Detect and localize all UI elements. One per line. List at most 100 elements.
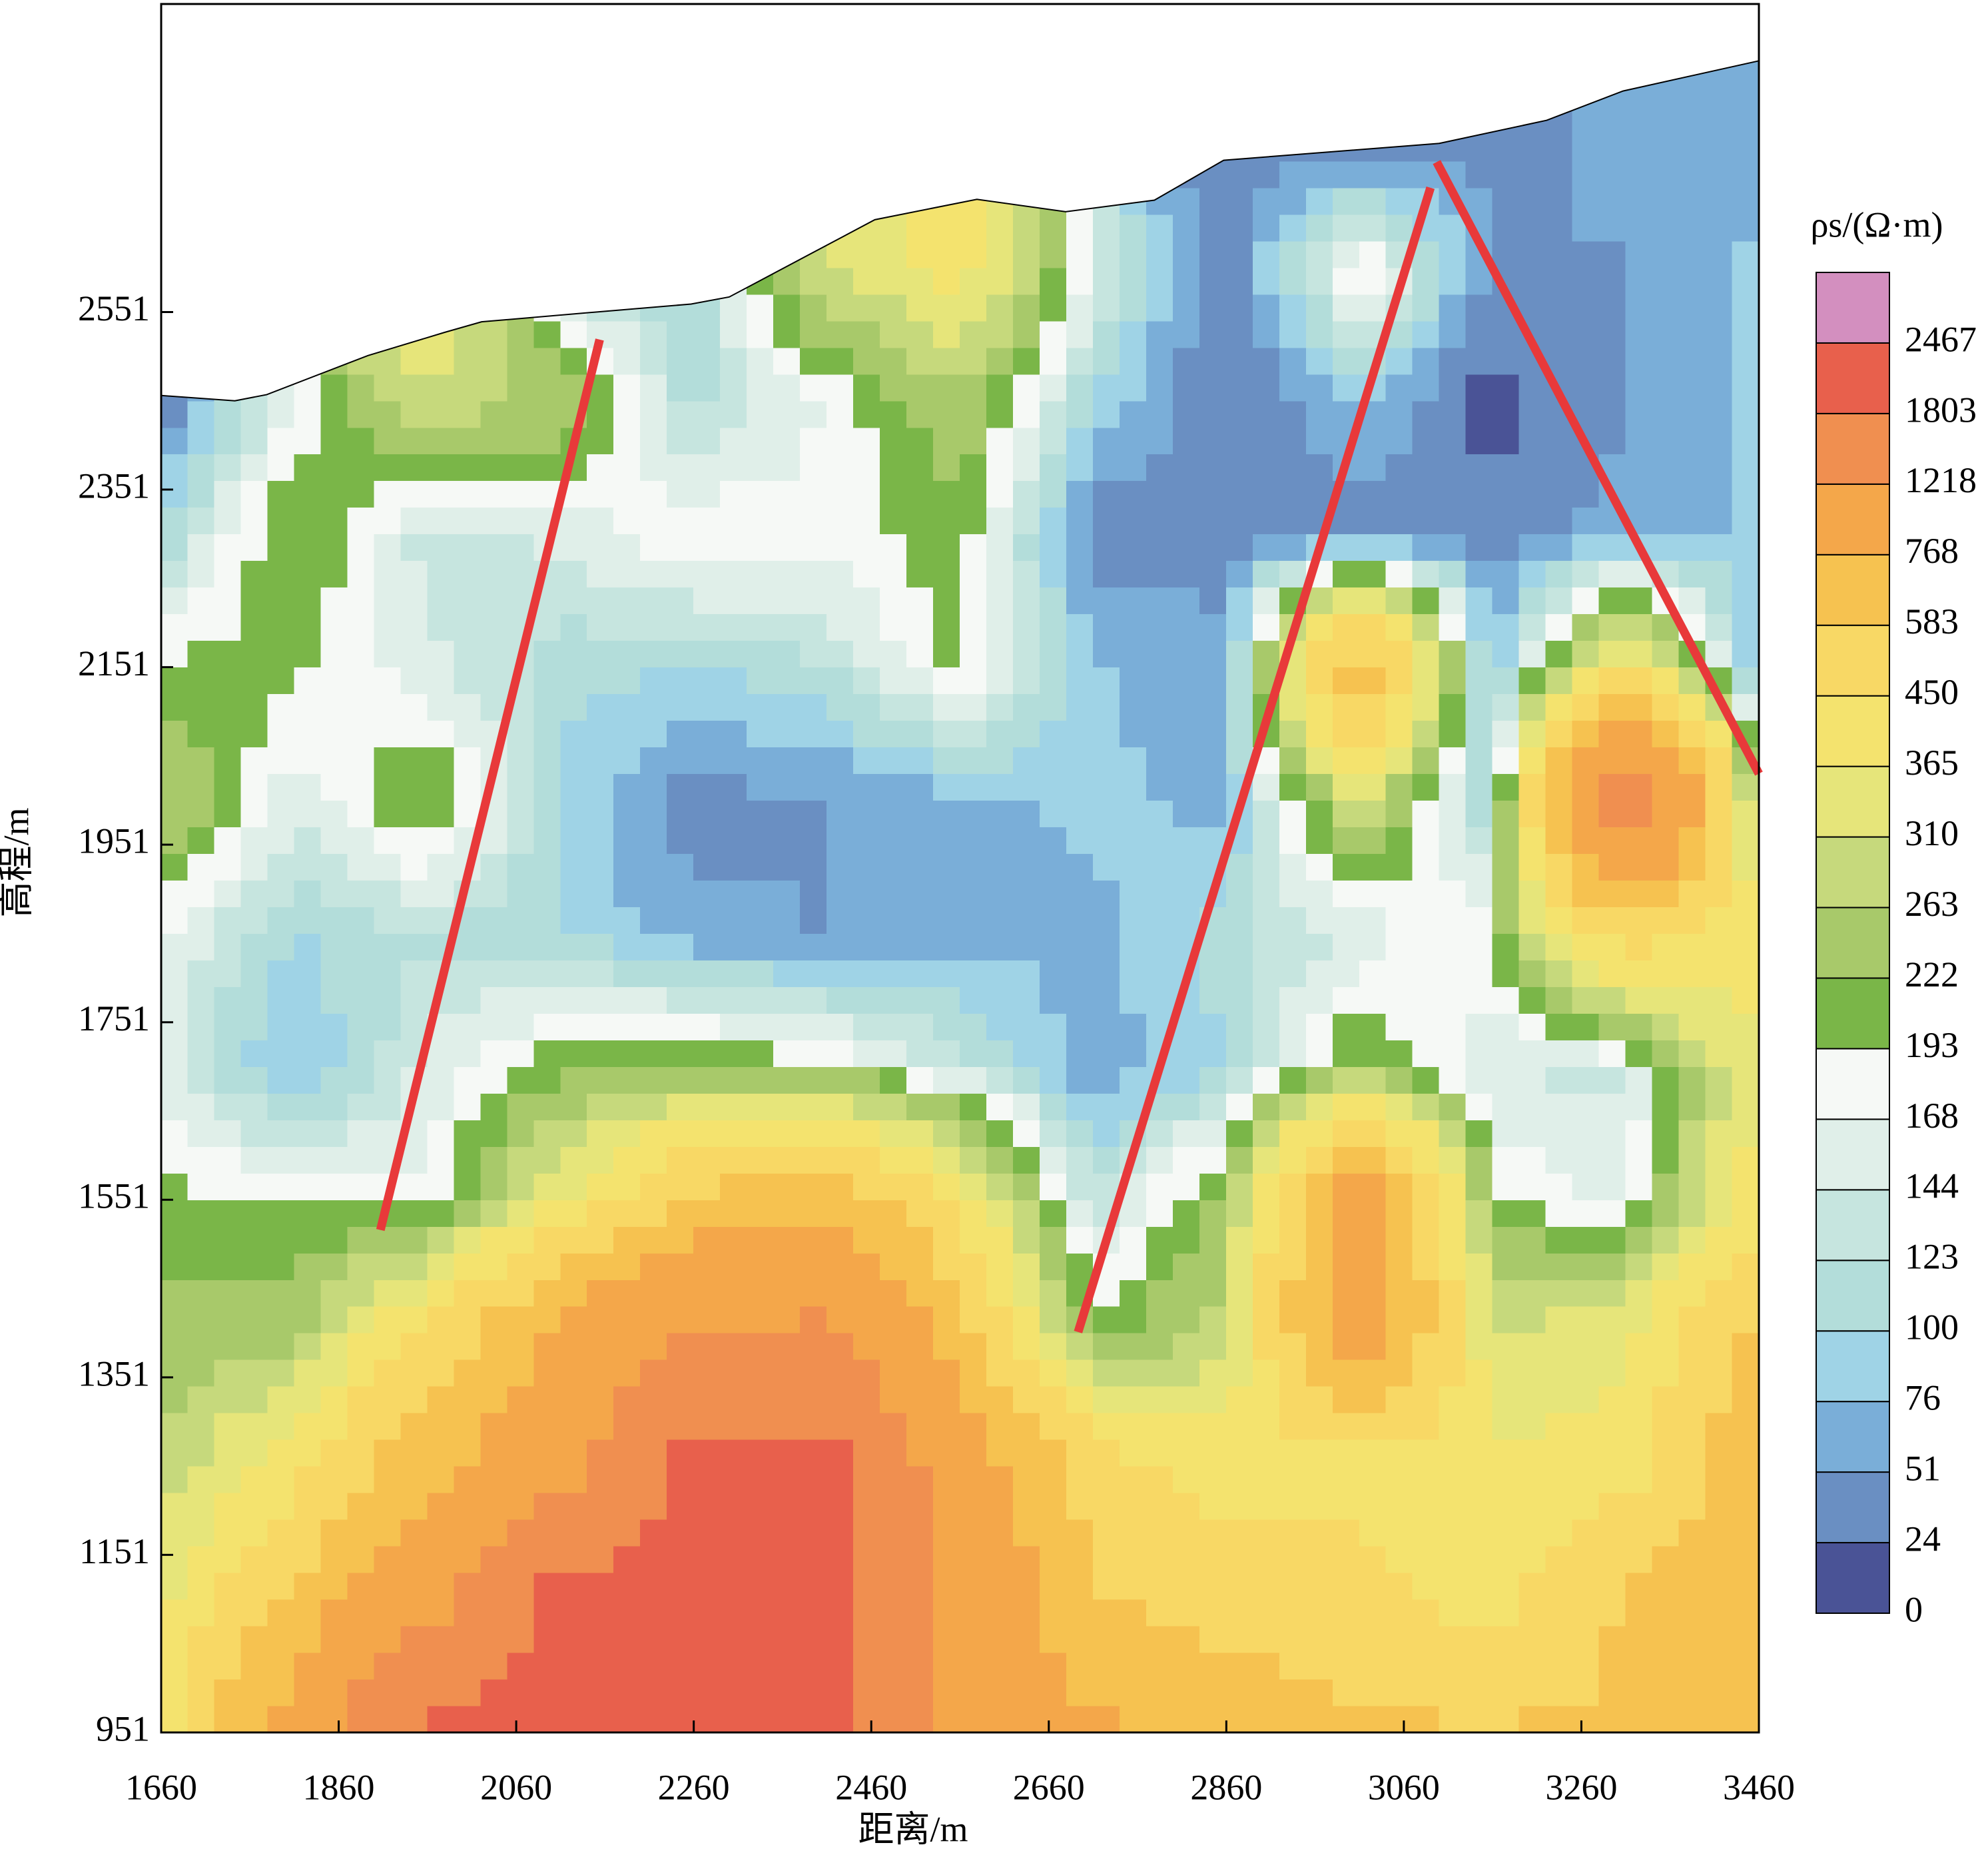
contour-cell <box>1518 747 1546 775</box>
contour-cell <box>320 294 348 322</box>
contour-cell <box>827 454 854 482</box>
contour-cell <box>1732 1625 1759 1653</box>
contour-cell <box>1092 1385 1120 1413</box>
contour-cell <box>1332 879 1360 907</box>
contour-cell <box>1625 134 1653 162</box>
contour-cell <box>320 853 348 881</box>
contour-cell <box>347 667 375 695</box>
contour-cell <box>427 800 455 828</box>
contour-cell <box>161 1039 188 1067</box>
contour-cell <box>454 1039 482 1067</box>
colorbar-band <box>1816 1330 1890 1403</box>
contour-cell <box>1332 1439 1360 1467</box>
contour-cell <box>1732 1678 1759 1706</box>
contour-cell <box>187 1252 215 1280</box>
contour-cell <box>1146 400 1173 428</box>
contour-cell <box>507 560 535 588</box>
contour-cell <box>427 640 455 668</box>
contour-cell <box>1439 959 1467 987</box>
contour-cell <box>320 1652 348 1680</box>
contour-cell <box>294 1439 322 1467</box>
contour-cell <box>161 587 188 615</box>
contour-cell <box>1598 879 1626 907</box>
contour-cell <box>1705 640 1733 668</box>
contour-cell <box>1092 667 1120 695</box>
contour-cell <box>161 986 188 1014</box>
contour-cell <box>1518 427 1546 455</box>
contour-cell <box>267 1359 295 1387</box>
contour-cell <box>507 400 535 428</box>
contour-cell <box>1039 1012 1067 1040</box>
contour-cell <box>1518 1465 1546 1493</box>
contour-cell <box>1039 1119 1067 1147</box>
contour-cell <box>240 427 268 455</box>
contour-cell <box>1492 853 1520 881</box>
contour-cell <box>1199 1332 1227 1360</box>
contour-cell <box>1439 294 1467 322</box>
contour-cell <box>906 1412 934 1440</box>
contour-cell <box>1545 1519 1573 1547</box>
contour-cell <box>1625 294 1653 322</box>
contour-cell <box>294 879 322 907</box>
contour-cell <box>667 507 695 535</box>
contour-cell <box>1572 1385 1600 1413</box>
contour-cell <box>1305 161 1333 188</box>
contour-cell <box>720 214 748 242</box>
contour-cell <box>1066 853 1094 881</box>
contour-cell <box>1625 1545 1653 1573</box>
contour-cell <box>1598 932 1626 960</box>
contour-cell <box>667 1412 695 1440</box>
contour-cell <box>400 1412 428 1440</box>
contour-cell <box>1385 400 1413 428</box>
contour-cell <box>507 1172 535 1200</box>
contour-cell <box>1066 1705 1094 1732</box>
contour-cell <box>827 1519 854 1547</box>
y-tick-label: 2151 <box>78 643 150 683</box>
contour-cell <box>1625 454 1653 482</box>
contour-cell <box>1439 1519 1467 1547</box>
contour-cell <box>1172 1439 1200 1467</box>
contour-cell <box>454 1359 482 1387</box>
contour-cell <box>267 294 295 322</box>
contour-cell <box>1678 587 1706 615</box>
contour-cell <box>906 1252 934 1280</box>
contour-cell <box>880 906 908 934</box>
contour-cell <box>1492 1119 1520 1147</box>
contour-cell <box>454 267 482 295</box>
contour-cell <box>1598 267 1626 295</box>
contour-cell <box>1465 347 1493 375</box>
contour-cell <box>1412 827 1440 855</box>
contour-cell <box>640 1146 668 1174</box>
contour-cell <box>1385 187 1413 215</box>
contour-cell <box>1625 480 1653 508</box>
contour-cell <box>427 720 455 748</box>
contour-cell <box>374 693 402 721</box>
contour-cell <box>1119 800 1147 828</box>
contour-cell <box>853 1199 881 1227</box>
contour-cell <box>1598 640 1626 668</box>
contour-cell <box>374 454 402 482</box>
contour-cell <box>1305 747 1333 775</box>
contour-cell <box>1625 1199 1653 1227</box>
contour-cell <box>1678 1146 1706 1174</box>
contour-cell <box>747 906 775 934</box>
contour-cell <box>454 1439 482 1467</box>
contour-cell <box>1385 374 1413 402</box>
contour-cell <box>747 1545 775 1573</box>
contour-cell <box>960 986 987 1014</box>
contour-cell <box>507 1332 535 1360</box>
contour-cell <box>1678 1066 1706 1094</box>
contour-cell <box>613 1146 641 1174</box>
contour-cell <box>933 320 960 348</box>
contour-cell <box>1039 1385 1067 1413</box>
contour-cell <box>560 613 588 641</box>
contour-cell <box>400 1599 428 1627</box>
contour-cell <box>1545 747 1573 775</box>
contour-cell <box>507 214 535 242</box>
contour-cell <box>880 240 908 268</box>
colorbar-title: ρs/(Ω·m) <box>1810 204 1943 244</box>
contour-cell <box>1146 1439 1173 1467</box>
contour-cell <box>1305 827 1333 855</box>
contour-cell <box>880 667 908 695</box>
